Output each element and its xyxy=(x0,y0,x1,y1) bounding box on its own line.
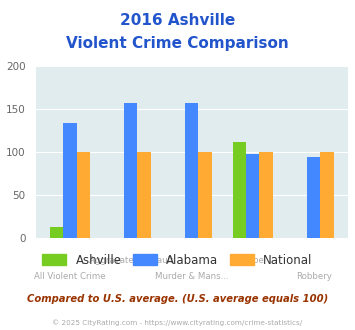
Text: Robbery: Robbery xyxy=(296,272,332,281)
Bar xyxy=(50,227,63,238)
Bar xyxy=(260,152,273,238)
Text: © 2025 CityRating.com - https://www.cityrating.com/crime-statistics/: © 2025 CityRating.com - https://www.city… xyxy=(53,319,302,326)
Text: Compared to U.S. average. (U.S. average equals 100): Compared to U.S. average. (U.S. average … xyxy=(27,294,328,304)
Bar xyxy=(198,152,212,238)
Text: Murder & Mans...: Murder & Mans... xyxy=(155,272,229,281)
Text: All Violent Crime: All Violent Crime xyxy=(34,272,106,281)
Bar xyxy=(137,152,151,238)
Bar xyxy=(320,152,334,238)
Bar xyxy=(307,157,320,238)
Bar xyxy=(246,153,260,238)
Text: Violent Crime Comparison: Violent Crime Comparison xyxy=(66,36,289,51)
Text: 2016 Ashville: 2016 Ashville xyxy=(120,13,235,28)
Text: Rape: Rape xyxy=(242,256,263,265)
Bar xyxy=(77,152,90,238)
Bar xyxy=(233,142,246,238)
Text: Aggravated Assault: Aggravated Assault xyxy=(88,256,173,265)
Legend: Ashville, Alabama, National: Ashville, Alabama, National xyxy=(38,249,317,271)
Bar xyxy=(63,123,77,238)
Bar xyxy=(185,103,198,238)
Bar xyxy=(124,103,137,238)
